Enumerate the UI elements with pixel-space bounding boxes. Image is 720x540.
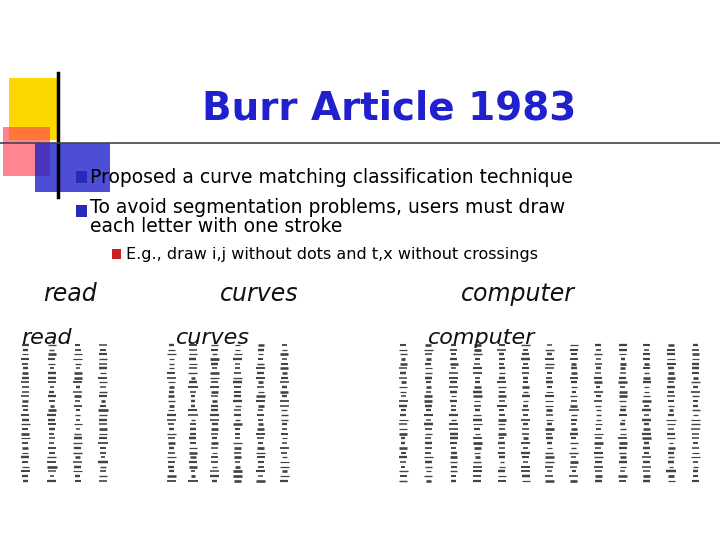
Bar bbox=[9, 78, 58, 140]
Text: To avoid segmentation problems, users must draw: To avoid segmentation problems, users mu… bbox=[90, 198, 565, 217]
Text: computer: computer bbox=[461, 282, 575, 306]
Text: computer: computer bbox=[428, 327, 536, 348]
Text: curves: curves bbox=[176, 327, 251, 348]
Bar bbox=[112, 249, 121, 259]
Text: read: read bbox=[22, 327, 72, 348]
Text: E.g., draw i,j without dots and t,x without crossings: E.g., draw i,j without dots and t,x with… bbox=[126, 247, 538, 262]
Bar bbox=[3, 127, 50, 176]
Bar bbox=[35, 143, 110, 192]
Text: curves: curves bbox=[220, 282, 298, 306]
Bar bbox=[76, 205, 87, 217]
Text: Proposed a curve matching classification technique: Proposed a curve matching classification… bbox=[90, 167, 573, 187]
Text: Burr Article 1983: Burr Article 1983 bbox=[202, 89, 576, 127]
Text: read: read bbox=[43, 282, 97, 306]
Text: each letter with one stroke: each letter with one stroke bbox=[90, 217, 343, 237]
Bar bbox=[76, 171, 87, 183]
